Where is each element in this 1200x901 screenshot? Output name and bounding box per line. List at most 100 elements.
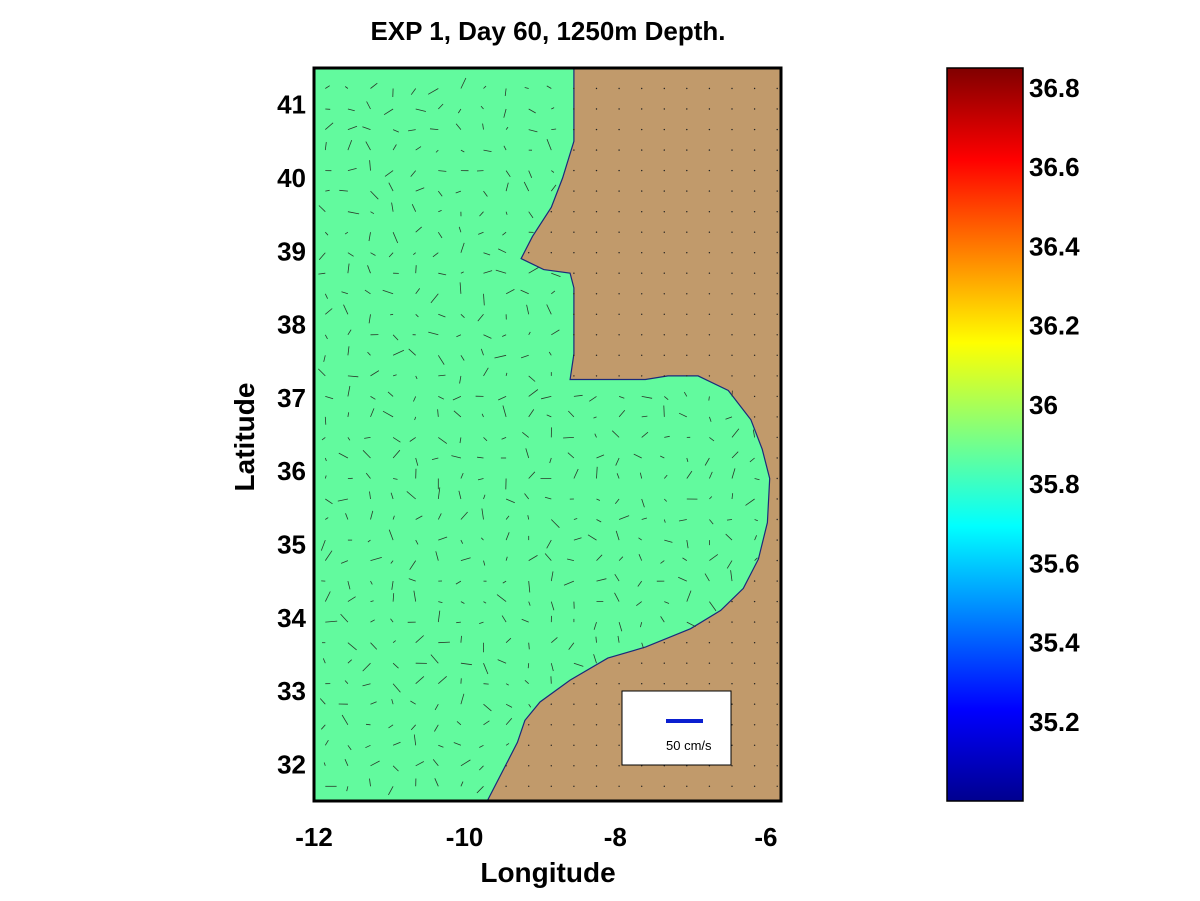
vector-dot xyxy=(753,703,756,705)
vector-dot xyxy=(708,108,711,110)
velocity-vector xyxy=(370,600,374,602)
velocity-vector xyxy=(567,558,574,561)
vector-dot xyxy=(731,621,733,623)
vector-dot xyxy=(731,252,733,254)
velocity-vector xyxy=(365,723,371,726)
velocity-vector xyxy=(595,636,597,643)
vector-dot xyxy=(663,683,665,685)
velocity-vector xyxy=(382,410,394,418)
velocity-vector xyxy=(460,539,464,544)
velocity-vector xyxy=(664,601,670,604)
vector-dot xyxy=(686,683,688,685)
vector-dot xyxy=(753,744,756,746)
velocity-vector xyxy=(482,123,484,130)
velocity-vector xyxy=(347,581,351,590)
velocity-vector xyxy=(364,289,371,295)
vector-dot xyxy=(708,621,711,623)
vector-dot xyxy=(686,211,688,213)
velocity-vector xyxy=(410,724,416,731)
velocity-vector xyxy=(573,662,584,667)
velocity-vector xyxy=(415,146,422,151)
velocity-vector xyxy=(367,265,371,274)
velocity-vector xyxy=(325,620,338,623)
vector-dot xyxy=(641,313,643,315)
velocity-vector xyxy=(369,160,371,171)
vector-dot xyxy=(776,662,778,664)
vector-dot xyxy=(595,169,598,172)
velocity-vector xyxy=(432,759,439,767)
vector-dot xyxy=(528,724,530,726)
velocity-vector xyxy=(321,724,326,730)
velocity-vector xyxy=(524,87,529,89)
velocity-vector xyxy=(528,601,531,606)
velocity-vector xyxy=(370,211,375,215)
plot-area: 50 cm/s xyxy=(312,66,783,803)
velocity-vector xyxy=(343,304,349,315)
velocity-vector xyxy=(347,263,350,274)
vector-dot xyxy=(595,128,598,131)
vector-dot xyxy=(776,539,778,541)
vector-dot xyxy=(663,785,665,787)
velocity-vector xyxy=(683,391,688,397)
vector-dot xyxy=(618,128,620,131)
vector-dot xyxy=(573,128,575,131)
velocity-vector xyxy=(709,496,713,500)
velocity-vector xyxy=(408,129,416,132)
velocity-vector xyxy=(338,452,349,459)
velocity-vector xyxy=(596,466,598,479)
velocity-vector xyxy=(460,77,467,89)
y-tick-label: 39 xyxy=(277,236,306,266)
velocity-vector xyxy=(429,128,439,130)
velocity-vector xyxy=(460,557,471,561)
velocity-vector xyxy=(731,468,736,479)
velocity-vector xyxy=(438,675,447,685)
velocity-vector xyxy=(498,248,507,254)
vector-dot xyxy=(618,252,620,254)
velocity-vector xyxy=(392,449,401,459)
velocity-vector xyxy=(362,450,371,459)
velocity-vector xyxy=(709,437,715,442)
velocity-vector xyxy=(754,557,758,561)
velocity-vector xyxy=(641,396,653,399)
vector-dot xyxy=(595,108,598,110)
vector-dot xyxy=(731,600,733,603)
velocity-scale-legend: 50 cm/s xyxy=(621,690,732,766)
plot-frame xyxy=(312,66,783,803)
velocity-vector xyxy=(415,314,419,318)
velocity-vector xyxy=(731,493,734,500)
velocity-vector xyxy=(392,144,397,151)
vector-dot xyxy=(731,272,733,274)
velocity-vector xyxy=(520,354,529,359)
vector-dot xyxy=(731,190,733,192)
vector-dot xyxy=(731,108,733,110)
vector-dot xyxy=(618,334,620,336)
vector-dot xyxy=(708,375,711,377)
velocity-vector xyxy=(460,511,468,520)
velocity-vector xyxy=(460,314,465,318)
vector-dot xyxy=(618,169,620,172)
y-axis-label: Latitude xyxy=(229,383,260,492)
velocity-vector xyxy=(370,82,378,89)
vector-dot xyxy=(776,703,778,705)
velocity-vector xyxy=(731,428,740,438)
velocity-vector xyxy=(505,498,515,504)
velocity-vector xyxy=(369,491,371,500)
y-tick-label: 40 xyxy=(277,163,306,193)
vector-dot xyxy=(753,580,756,582)
velocity-vector xyxy=(596,519,602,523)
velocity-vector xyxy=(528,108,536,114)
vector-dot xyxy=(528,252,530,254)
velocity-vector xyxy=(434,704,439,711)
velocity-vector xyxy=(483,190,488,197)
velocity-vector xyxy=(745,498,755,506)
vector-dot xyxy=(595,744,598,746)
velocity-vector xyxy=(725,416,733,420)
velocity-vector xyxy=(460,149,465,153)
velocity-vector xyxy=(347,437,351,441)
colorbar-tick-label: 36.2 xyxy=(1029,311,1080,341)
velocity-vector xyxy=(546,139,552,151)
velocity-vector xyxy=(437,231,443,239)
velocity-vector xyxy=(438,313,446,318)
vector-dot xyxy=(595,703,598,705)
velocity-vector xyxy=(413,396,417,402)
